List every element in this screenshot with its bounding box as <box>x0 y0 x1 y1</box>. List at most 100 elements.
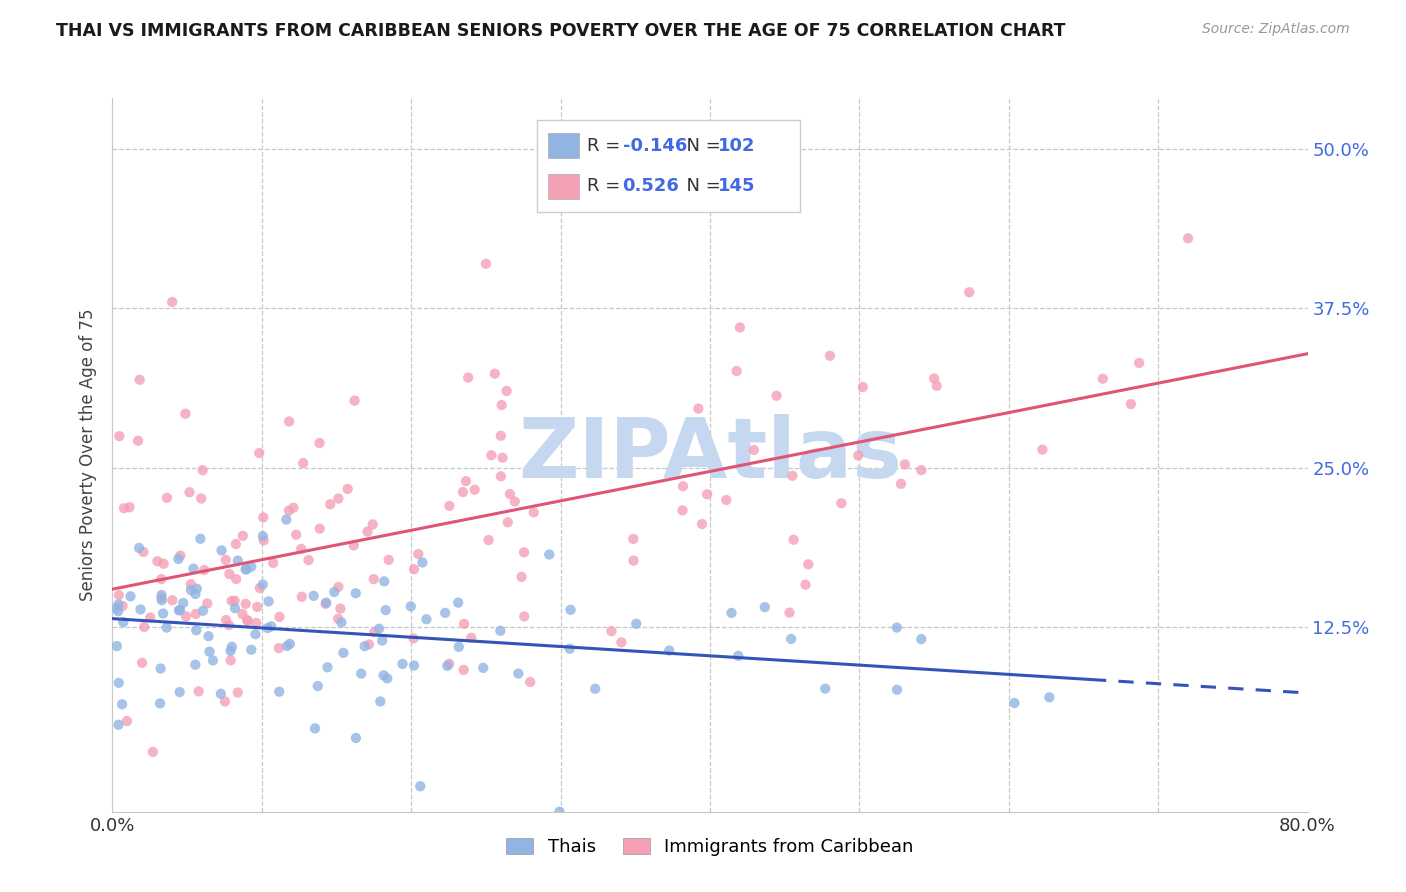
Point <box>252 577 274 591</box>
Point <box>356 524 378 539</box>
Point <box>489 429 512 443</box>
Point <box>374 603 396 617</box>
Point <box>115 714 138 728</box>
Point <box>290 541 312 556</box>
Point <box>215 613 238 627</box>
Point <box>1119 397 1142 411</box>
Point <box>371 633 394 648</box>
Point <box>167 552 190 566</box>
Point <box>437 657 460 671</box>
Point <box>186 624 208 638</box>
Point <box>513 545 536 559</box>
Point <box>489 624 512 638</box>
Point <box>225 572 247 586</box>
Point <box>277 503 299 517</box>
Point <box>409 779 432 793</box>
Point <box>193 563 215 577</box>
Point <box>231 607 253 621</box>
Text: 102: 102 <box>718 136 755 154</box>
Point <box>139 610 162 624</box>
Point <box>187 684 209 698</box>
Point <box>672 479 695 493</box>
Point <box>332 646 354 660</box>
Point <box>152 607 174 621</box>
Point <box>818 349 841 363</box>
Point <box>886 682 908 697</box>
Point <box>235 562 257 576</box>
Point <box>190 491 212 506</box>
Point <box>156 621 179 635</box>
Point <box>107 676 129 690</box>
Point <box>329 601 352 615</box>
Point <box>315 596 337 610</box>
Point <box>129 602 152 616</box>
Point <box>150 593 173 607</box>
Point <box>402 632 425 646</box>
Point <box>496 515 519 529</box>
Point <box>183 562 205 576</box>
Point <box>224 593 246 607</box>
Point <box>350 666 373 681</box>
Point <box>368 622 391 636</box>
Point <box>399 599 422 614</box>
Point <box>142 745 165 759</box>
Point <box>1004 696 1026 710</box>
Point <box>370 694 392 708</box>
Point <box>415 612 437 626</box>
Point <box>146 554 169 568</box>
Point <box>186 582 208 596</box>
Text: R =: R = <box>588 136 626 154</box>
Point <box>343 393 366 408</box>
Point <box>184 587 207 601</box>
Point <box>218 567 240 582</box>
Point <box>439 499 461 513</box>
Point <box>411 556 433 570</box>
Point <box>232 529 254 543</box>
Point <box>671 503 693 517</box>
Point <box>191 463 214 477</box>
Point <box>658 643 681 657</box>
Point <box>600 624 623 639</box>
Point <box>447 596 470 610</box>
Point <box>267 641 290 656</box>
Point <box>131 656 153 670</box>
Point <box>894 458 917 472</box>
Legend: Thais, Immigrants from Caribbean: Thais, Immigrants from Caribbean <box>499 830 921 863</box>
Point <box>149 697 172 711</box>
Point <box>1031 442 1053 457</box>
Point <box>499 487 522 501</box>
Point <box>235 562 257 576</box>
Point <box>127 434 149 448</box>
Point <box>209 687 232 701</box>
Point <box>120 590 142 604</box>
Point <box>375 672 398 686</box>
Point <box>434 606 457 620</box>
Point <box>316 660 339 674</box>
Point <box>583 681 606 696</box>
Point <box>236 613 259 627</box>
Point <box>538 548 561 562</box>
Point <box>246 599 269 614</box>
Point <box>357 637 380 651</box>
Point <box>669 154 692 169</box>
Point <box>105 639 128 653</box>
Point <box>180 582 202 597</box>
Point <box>302 589 325 603</box>
Point <box>353 639 375 653</box>
Point <box>297 553 319 567</box>
Point <box>1038 690 1060 705</box>
Point <box>814 681 837 696</box>
Point <box>219 644 242 658</box>
Point <box>475 257 498 271</box>
Point <box>460 631 482 645</box>
Point <box>262 556 284 570</box>
Point <box>308 436 330 450</box>
Point <box>754 600 776 615</box>
Point <box>108 588 131 602</box>
Point <box>336 482 359 496</box>
Point <box>240 559 263 574</box>
Point <box>276 639 298 653</box>
Text: THAI VS IMMIGRANTS FROM CARIBBEAN SENIORS POVERTY OVER THE AGE OF 75 CORRELATION: THAI VS IMMIGRANTS FROM CARIBBEAN SENIOR… <box>56 22 1066 40</box>
Point <box>236 614 259 628</box>
Point <box>728 320 751 334</box>
